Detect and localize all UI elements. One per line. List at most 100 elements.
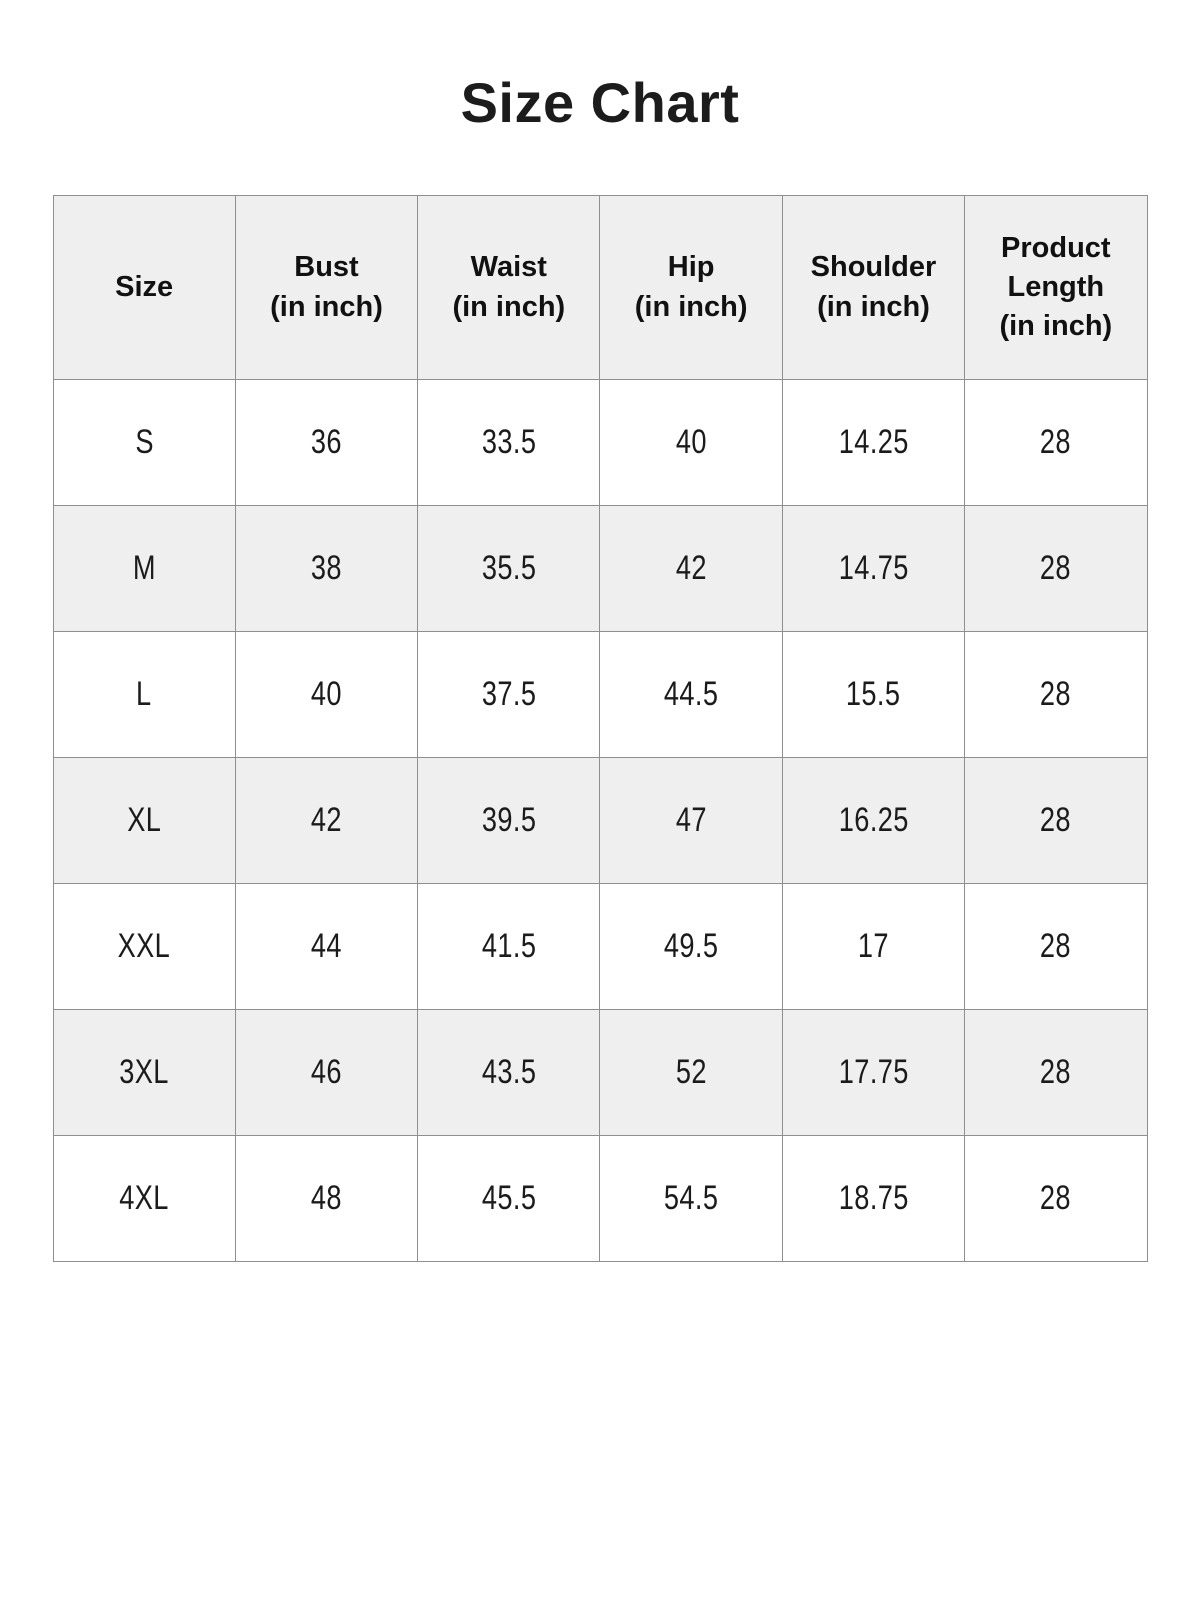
table-cell: 17 <box>781 883 966 1010</box>
size-chart-table: Size Bust (in inch) Waist (in inch) Hip (in… <box>52 195 1148 1262</box>
cell-value: 45.5 <box>481 1179 537 1217</box>
table-cell: 38 <box>234 505 419 632</box>
table-body: S 36 33.5 40 14.25 28 M 38 35.5 42 14.75… <box>52 379 1148 1262</box>
table-cell: L <box>52 631 236 758</box>
table-cell: M <box>52 505 236 632</box>
cell-value: 18.75 <box>838 1179 909 1217</box>
column-header-label: Size <box>115 270 174 303</box>
cell-value: 35.5 <box>481 549 537 587</box>
table-cell: 46 <box>234 1009 419 1136</box>
table-cell: 48 <box>234 1135 419 1262</box>
cell-value: 4XL <box>119 1179 169 1217</box>
cell-value: 44.5 <box>663 675 719 713</box>
table-cell: 44.5 <box>599 631 783 758</box>
table-cell: 18.75 <box>781 1135 966 1262</box>
column-header-unit: (in inch) <box>270 290 383 323</box>
cell-value: 3XL <box>119 1053 169 1091</box>
cell-value: 33.5 <box>481 423 537 461</box>
table-cell: 43.5 <box>417 1009 601 1136</box>
column-header-unit: (in inch) <box>999 310 1113 343</box>
table-cell: 40 <box>234 631 419 758</box>
column-header-label: Hip <box>667 251 715 284</box>
table-cell: 28 <box>964 379 1148 506</box>
table-row-xxl: XXL 44 41.5 49.5 17 28 <box>52 883 1148 1010</box>
cell-value: M <box>132 549 156 587</box>
table-row-3xl: 3XL 46 43.5 52 17.75 28 <box>52 1009 1148 1136</box>
cell-value: 42 <box>675 549 707 587</box>
cell-value: 36 <box>310 423 343 461</box>
table-cell: 3XL <box>52 1009 236 1136</box>
cell-value: 48 <box>310 1179 343 1217</box>
cell-value: 40 <box>675 423 707 461</box>
column-header-unit: (in inch) <box>634 290 748 323</box>
page-title: Size Chart <box>460 71 740 134</box>
cell-value: 28 <box>1040 927 1072 965</box>
table-header: Size Bust (in inch) Waist (in inch) Hip (in… <box>52 195 1148 380</box>
cell-value: 16.25 <box>838 801 909 839</box>
cell-value: 43.5 <box>481 1053 537 1091</box>
cell-value: 28 <box>1040 1053 1072 1091</box>
header-row: Size Bust (in inch) Waist (in inch) Hip (in… <box>52 195 1148 380</box>
table-cell: 42 <box>234 757 419 884</box>
cell-value: 17.75 <box>838 1053 909 1091</box>
table-cell: XXL <box>52 883 236 1010</box>
cell-value: 14.75 <box>838 549 909 587</box>
cell-value: 17 <box>857 927 890 965</box>
column-header-hip: Hip (in inch) <box>599 195 783 380</box>
table-row-m: M 38 35.5 42 14.75 28 <box>52 505 1148 632</box>
table-row-l: L 40 37.5 44.5 15.5 28 <box>52 631 1148 758</box>
column-header-label: Shoulder <box>810 251 937 284</box>
table-cell: S <box>52 379 236 506</box>
cell-value: 47 <box>675 801 707 839</box>
table-row-s: S 36 33.5 40 14.25 28 <box>52 379 1148 506</box>
table-cell: 14.75 <box>781 505 966 632</box>
cell-value: 28 <box>1040 801 1072 839</box>
table-cell: 28 <box>964 1009 1148 1136</box>
table-cell: 28 <box>964 505 1148 632</box>
table-cell: 4XL <box>52 1135 236 1262</box>
table-cell: 28 <box>964 883 1148 1010</box>
column-header-label: Product Length <box>1001 231 1111 303</box>
column-header-product-length: Product Length (in inch) <box>964 195 1148 380</box>
cell-value: 41.5 <box>481 927 537 965</box>
cell-value: 14.25 <box>838 423 909 461</box>
column-header-size: Size <box>52 195 236 380</box>
table-cell: 40 <box>599 379 783 506</box>
column-header-label: Bust <box>294 251 359 284</box>
table-cell: XL <box>52 757 236 884</box>
table-cell: 54.5 <box>599 1135 783 1262</box>
table-cell: 16.25 <box>781 757 966 884</box>
table-cell: 28 <box>964 1135 1148 1262</box>
cell-value: 44 <box>310 927 343 965</box>
table-cell: 49.5 <box>599 883 783 1010</box>
column-header-shoulder: Shoulder (in inch) <box>781 195 966 380</box>
column-header-bust: Bust (in inch) <box>234 195 419 380</box>
table-cell: 15.5 <box>781 631 966 758</box>
table-cell: 14.25 <box>781 379 966 506</box>
table-cell: 44 <box>234 883 419 1010</box>
cell-value: 28 <box>1040 423 1072 461</box>
table-cell: 17.75 <box>781 1009 966 1136</box>
cell-value: 38 <box>310 549 343 587</box>
table-cell: 42 <box>599 505 783 632</box>
table-cell: 37.5 <box>417 631 601 758</box>
cell-value: XL <box>127 801 162 839</box>
table-row-4xl: 4XL 48 45.5 54.5 18.75 28 <box>52 1135 1148 1262</box>
table-cell: 47 <box>599 757 783 884</box>
table-cell: 39.5 <box>417 757 601 884</box>
cell-value: 28 <box>1040 1179 1072 1217</box>
column-header-unit: (in inch) <box>817 290 930 323</box>
table-cell: 41.5 <box>417 883 601 1010</box>
cell-value: 28 <box>1040 675 1072 713</box>
cell-value: 42 <box>310 801 343 839</box>
cell-value: 49.5 <box>663 927 719 965</box>
table-cell: 35.5 <box>417 505 601 632</box>
table-cell: 33.5 <box>417 379 601 506</box>
column-header-waist: Waist (in inch) <box>417 195 601 380</box>
cell-value: 54.5 <box>663 1179 719 1217</box>
cell-value: 46 <box>310 1053 343 1091</box>
cell-value: 39.5 <box>481 801 537 839</box>
cell-value: XXL <box>117 927 171 965</box>
cell-value: S <box>134 423 154 461</box>
table-cell: 36 <box>234 379 419 506</box>
